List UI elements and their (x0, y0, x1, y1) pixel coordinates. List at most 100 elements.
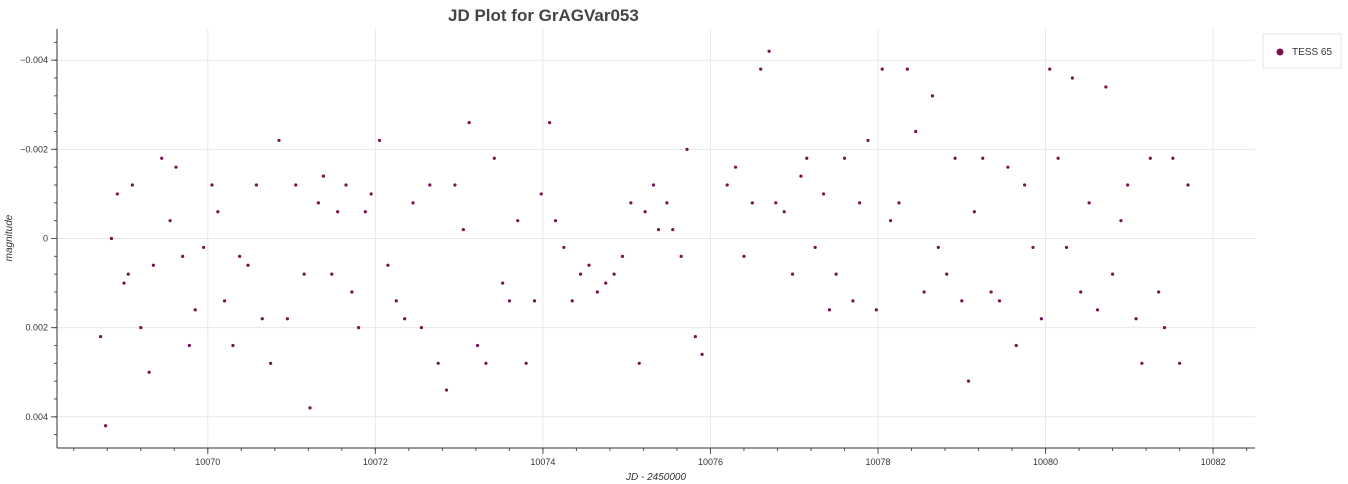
data-point (656, 227, 661, 232)
data-point (548, 121, 552, 125)
x-tick-label: 10076 (698, 457, 723, 467)
data-point (321, 174, 326, 178)
legend-marker-icon (1276, 48, 1284, 56)
legend-entry-label: TESS 65 (1292, 47, 1332, 58)
data-point (98, 334, 103, 339)
data-point (238, 254, 242, 258)
data-point (821, 192, 826, 196)
data-point (231, 343, 235, 348)
data-point (813, 245, 817, 250)
data-point (461, 227, 465, 232)
data-point (960, 299, 964, 303)
data-point (1023, 183, 1027, 187)
data-point (936, 245, 940, 250)
data-point (202, 245, 206, 250)
data-point (122, 281, 126, 285)
data-point (330, 272, 334, 276)
data-point (507, 299, 511, 303)
data-point (1064, 245, 1069, 250)
data-point (411, 201, 415, 205)
data-point (363, 210, 367, 214)
data-point (742, 254, 746, 258)
data-point (394, 299, 398, 303)
scatter-points (98, 49, 1190, 428)
data-point (679, 254, 683, 258)
data-point (181, 254, 185, 258)
data-point (1006, 165, 1010, 169)
data-point (945, 272, 949, 276)
data-point (130, 183, 134, 187)
data-point (620, 254, 625, 258)
x-tick-label: 10072 (363, 457, 388, 467)
data-point (475, 343, 480, 348)
data-point (1031, 245, 1035, 250)
data-point (285, 317, 289, 321)
data-point (1087, 201, 1091, 205)
data-point (316, 201, 320, 205)
data-point (637, 361, 641, 365)
data-point (922, 290, 926, 294)
data-point (651, 183, 656, 187)
data-point (805, 156, 809, 160)
data-point (570, 299, 574, 303)
data-point (842, 156, 847, 160)
data-point (774, 201, 778, 205)
data-point (356, 326, 361, 330)
data-point (905, 67, 909, 71)
data-point (386, 263, 390, 267)
data-point (604, 281, 608, 285)
data-point (1162, 326, 1167, 330)
data-point (930, 94, 935, 98)
data-point (492, 156, 496, 160)
data-point (1039, 317, 1043, 321)
data-point (579, 272, 583, 276)
data-point (428, 183, 432, 187)
data-point (1126, 183, 1130, 187)
data-point (444, 388, 449, 392)
data-point (403, 317, 407, 321)
data-point (501, 281, 505, 285)
data-point (516, 219, 520, 223)
data-point (115, 192, 119, 196)
data-point (344, 183, 348, 187)
legend[interactable]: TESS 65 (1262, 33, 1342, 69)
data-point (1104, 85, 1108, 89)
data-point (277, 138, 281, 143)
data-point (834, 272, 838, 276)
data-point (377, 138, 382, 143)
y-axis-label: magnitude (4, 214, 15, 261)
data-point (866, 138, 870, 143)
data-point (187, 343, 191, 348)
data-point (350, 290, 354, 294)
data-point (1140, 361, 1144, 365)
data-point (174, 165, 178, 169)
data-point (103, 424, 108, 428)
axes-layer: 10070 10072 10074 10076 10078 10080 10082 −0.00… (20, 29, 1255, 467)
data-point (160, 156, 164, 160)
data-point (827, 308, 832, 312)
data-point (799, 174, 803, 178)
data-point (151, 263, 155, 267)
y-tick-label: 0.002 (25, 323, 48, 333)
data-point (595, 290, 599, 294)
data-point (260, 317, 264, 321)
data-point (246, 263, 250, 267)
data-point (981, 156, 985, 160)
data-point (168, 219, 172, 223)
data-point (109, 236, 114, 241)
data-point (897, 201, 901, 205)
data-point (759, 67, 763, 71)
data-point (302, 272, 306, 276)
y-tick-label: 0 (43, 234, 48, 244)
data-point (665, 201, 669, 205)
data-point (888, 219, 893, 223)
data-point (725, 183, 729, 187)
data-point (1014, 343, 1018, 348)
data-point (1056, 156, 1060, 160)
data-point (997, 299, 1002, 303)
grid-layer (57, 29, 1255, 448)
data-point (671, 227, 675, 232)
data-point (851, 299, 855, 303)
data-point (989, 290, 993, 294)
